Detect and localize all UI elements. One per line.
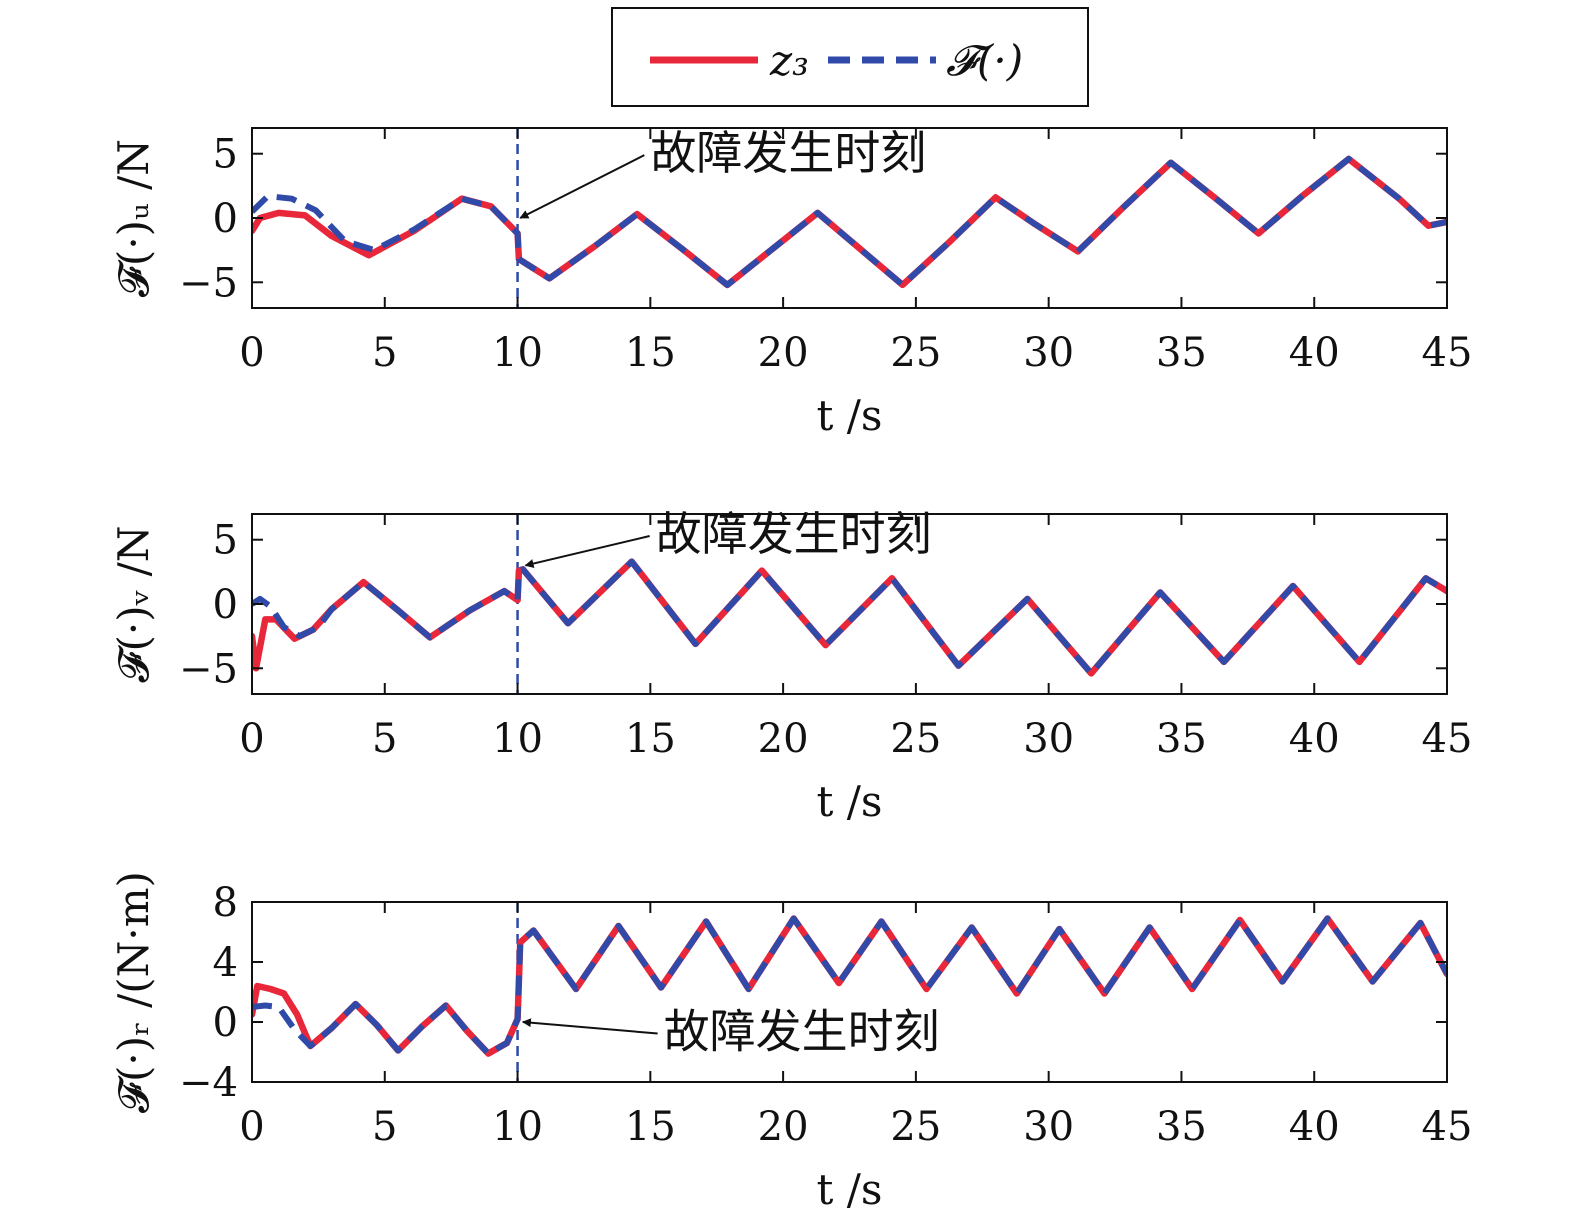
legend: z₃ 𝓕(·) [611, 7, 1089, 107]
y-tick-label: 5 [213, 132, 238, 178]
x-tick-label: 45 [1422, 716, 1473, 762]
x-tick-label: 30 [1023, 716, 1074, 762]
series-F-line [252, 558, 1447, 677]
x-tick-label: 30 [1023, 330, 1074, 376]
x-tick-label: 45 [1422, 330, 1473, 376]
plot-area [252, 514, 1447, 694]
x-tick-label: 40 [1289, 330, 1340, 376]
x-tick-label: 20 [758, 716, 809, 762]
x-axis-label: t /s [817, 777, 883, 826]
x-tick-label: 10 [492, 330, 543, 376]
y-axis-label: 𝓕(·)ᵥ /N [109, 525, 158, 682]
x-tick-label: 5 [372, 330, 397, 376]
x-axis-label: t /s [817, 391, 883, 440]
x-tick-label: 25 [890, 330, 941, 376]
y-tick-label: 4 [213, 940, 238, 986]
annotation-label: 故障发生时刻 [650, 126, 926, 180]
x-tick-label: 25 [890, 1104, 941, 1150]
x-tick-label: 0 [239, 716, 264, 762]
y-tick-label: −5 [179, 646, 238, 692]
x-tick-label: 15 [625, 716, 676, 762]
x-tick-label: 20 [758, 1104, 809, 1150]
y-tick-label: 0 [213, 1000, 238, 1046]
x-tick-label: 25 [890, 716, 941, 762]
annotation-arrow [521, 1018, 658, 1035]
plot-area [252, 128, 1447, 308]
x-tick-label: 5 [372, 716, 397, 762]
axes-box [251, 901, 1448, 1083]
x-tick-label: 10 [492, 1104, 543, 1150]
y-tick-label: −4 [179, 1060, 238, 1106]
series-F-line [252, 915, 1447, 1057]
x-axis-label: t /s [817, 1165, 883, 1214]
x-tick-label: 35 [1156, 716, 1207, 762]
plot-area [252, 902, 1447, 1082]
y-axis-label: 𝓕(·)ᵤ /N [109, 139, 158, 297]
x-tick-label: 45 [1422, 1104, 1473, 1150]
x-tick-label: 5 [372, 1104, 397, 1150]
legend-F-label: 𝓕(·) [946, 36, 1023, 85]
y-tick-label: 0 [213, 196, 238, 242]
x-tick-label: 40 [1289, 716, 1340, 762]
x-tick-label: 15 [625, 330, 676, 376]
x-tick-label: 0 [239, 330, 264, 376]
y-tick-label: −5 [179, 260, 238, 306]
annotation-arrow [524, 535, 650, 568]
x-tick-label: 40 [1289, 1104, 1340, 1150]
y-axis-label: 𝓕(·)ᵣ /(N·m) [109, 871, 158, 1113]
x-tick-label: 30 [1023, 1104, 1074, 1150]
y-tick-label: 5 [213, 518, 238, 564]
legend-z3-label: z₃ [769, 36, 809, 85]
annotation-label: 故障发生时刻 [664, 1005, 940, 1059]
x-tick-label: 0 [239, 1104, 264, 1150]
y-tick-label: 0 [213, 582, 238, 628]
x-tick-label: 10 [492, 716, 543, 762]
x-tick-label: 20 [758, 330, 809, 376]
x-tick-label: 15 [625, 1104, 676, 1150]
annotation-arrow [519, 154, 645, 219]
x-tick-label: 35 [1156, 330, 1207, 376]
series-F-line [252, 155, 1447, 288]
x-tick-label: 35 [1156, 1104, 1207, 1150]
annotation-label: 故障发生时刻 [656, 507, 932, 561]
y-tick-label: 8 [213, 880, 238, 926]
